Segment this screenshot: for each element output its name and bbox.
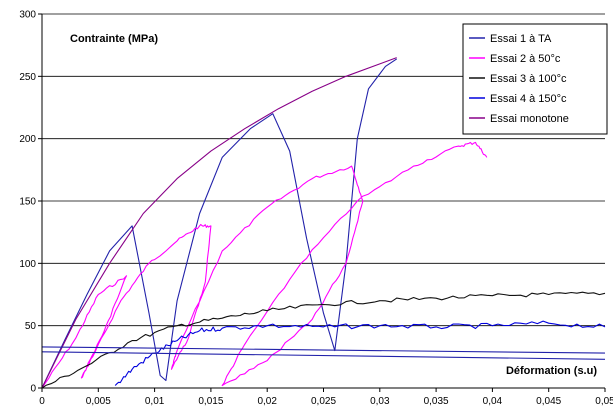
series-line-5 <box>41 346 606 354</box>
legend: Essai 1 à TA Essai 2 à 50°c Essai 3 à 100°… <box>462 23 608 135</box>
x-tick-label: 0,04 <box>483 396 503 407</box>
y-tick-label: 50 <box>25 321 37 332</box>
x-tick-label: 0 <box>39 396 45 407</box>
series-layer <box>41 57 606 389</box>
x-tick-label: 0,045 <box>536 396 561 407</box>
y-tick-label: 0 <box>30 384 36 395</box>
legend-box <box>462 23 608 135</box>
legend-entry: Essai 2 à 50°c <box>490 53 561 65</box>
y-axis-title: Contrainte (MPa) <box>70 33 158 45</box>
series-line-2 <box>41 291 606 389</box>
x-tick-labels: 0 0,005 0,01 0,015 0,02 0,025 0,03 0,035 0,04 0,0… <box>39 396 613 407</box>
series-line-0 <box>41 58 398 389</box>
x-tick-label: 0,02 <box>257 396 277 407</box>
series-line-6 <box>41 351 606 360</box>
x-tick-label: 0,03 <box>370 396 390 407</box>
legend-entry: Essai monotone <box>490 113 569 125</box>
legend-entry: Essai 3 à 100°c <box>490 73 567 85</box>
series-line-4 <box>41 57 397 389</box>
x-tick-label: 0,005 <box>86 396 111 407</box>
y-tick-labels: 0 50 100 150 200 250 300 <box>19 10 36 395</box>
y-tick-label: 150 <box>19 197 36 208</box>
legend-entry: Essai 4 à 150°c <box>490 93 567 105</box>
series-line-1 <box>41 141 488 389</box>
y-tick-label: 300 <box>19 10 36 21</box>
y-tick-label: 200 <box>19 134 36 145</box>
axes <box>41 14 605 389</box>
legend-entry: Essai 1 à TA <box>490 33 552 45</box>
x-tick-label: 0,05 <box>595 396 613 407</box>
y-tick-label: 250 <box>19 72 36 83</box>
x-tick-label: 0,01 <box>145 396 165 407</box>
x-tick-label: 0,025 <box>311 396 336 407</box>
x-tick-label: 0,015 <box>198 396 223 407</box>
x-tick-label: 0,035 <box>424 396 449 407</box>
y-tick-label: 100 <box>19 259 36 270</box>
x-axis-title: Déformation (s.u) <box>506 365 597 377</box>
